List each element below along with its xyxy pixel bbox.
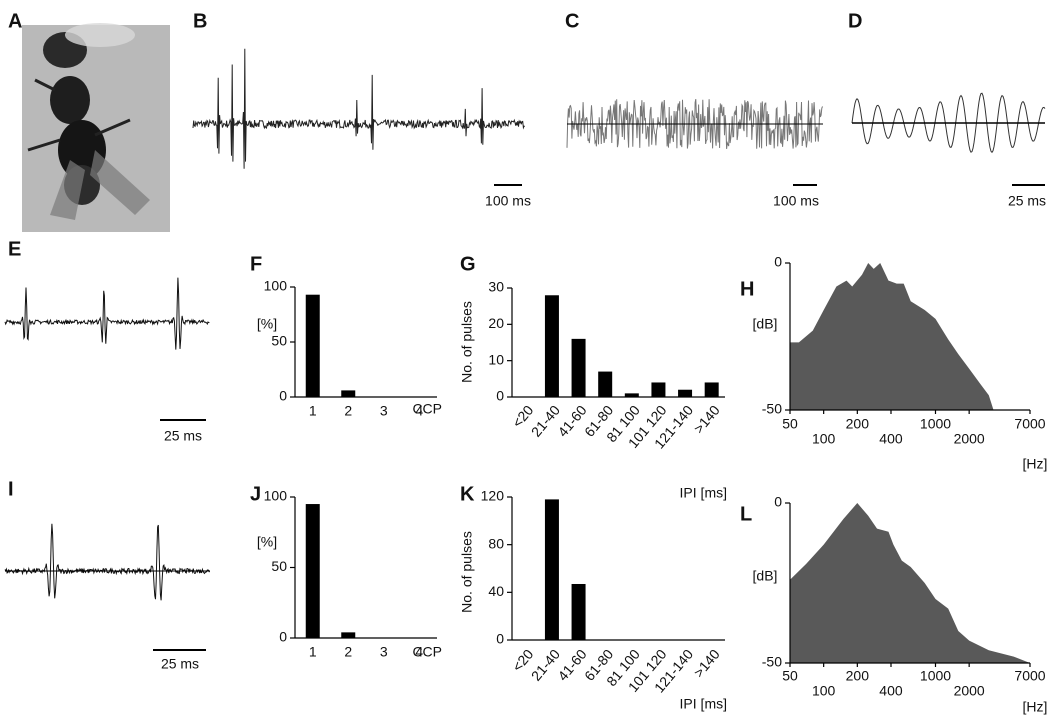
x-tick-label: 200	[846, 668, 870, 684]
photo	[22, 23, 170, 232]
panel-letter: B	[193, 10, 207, 32]
x-tick-label: 2	[344, 644, 352, 660]
y-tick-label: 80	[488, 535, 504, 551]
x-tick-label: 400	[879, 683, 903, 699]
x-tick-label: >140	[690, 402, 723, 437]
y-tick-label: 0	[774, 494, 782, 510]
x-tick-label: 41-60	[554, 402, 589, 440]
x-tick-label: 3	[380, 403, 388, 419]
x-tick-label: 400	[879, 431, 903, 447]
panel-letter: C	[565, 10, 579, 32]
bar	[624, 393, 639, 397]
bar	[598, 371, 613, 397]
x-tick-label: 50	[782, 416, 798, 432]
bar	[341, 390, 356, 397]
waveform	[4, 277, 210, 350]
bar	[341, 632, 356, 638]
y-axis-title: [dB]	[753, 316, 778, 332]
y-axis-title: No. of pulses	[459, 531, 475, 613]
bar	[305, 504, 320, 638]
x-tick-label: 200	[846, 416, 870, 432]
bar	[544, 499, 559, 640]
scale-bar-label: 25 ms	[164, 428, 202, 444]
panel-letter: G	[460, 253, 476, 275]
x-tick-label: 50	[782, 668, 798, 684]
x-tick-label: 21-40	[528, 646, 563, 684]
y-tick-label: 100	[264, 278, 288, 294]
x-tick-label: 4	[415, 644, 423, 660]
y-tick-label: 100	[264, 488, 288, 504]
panel-letter: L	[740, 503, 752, 525]
waveform	[851, 92, 1046, 154]
panel-letter: E	[8, 238, 21, 260]
x-tick-label: 2000	[954, 683, 985, 699]
bar	[571, 583, 586, 640]
waveform	[4, 523, 210, 601]
scale-bar-label: 100 ms	[773, 193, 819, 209]
y-tick-label: -50	[762, 401, 782, 417]
waveform	[566, 98, 823, 149]
bar	[678, 389, 693, 397]
y-axis-title: [%]	[257, 534, 277, 550]
y-tick-label: 50	[271, 333, 287, 349]
x-tick-label: 100	[812, 683, 836, 699]
x-tick-label: 1000	[920, 416, 951, 432]
y-tick-label: 50	[271, 558, 287, 574]
y-tick-label: 0	[279, 388, 287, 404]
x-axis-title: CCP	[412, 401, 442, 417]
x-axis-title: [Hz]	[1023, 699, 1048, 715]
y-tick-label: 10	[488, 351, 504, 367]
bar	[651, 382, 666, 397]
panel-letter: H	[740, 278, 754, 300]
x-tick-label: 2	[344, 403, 352, 419]
y-axis-title: [%]	[257, 316, 277, 332]
x-tick-label: 1	[309, 644, 317, 660]
x-tick-label: 21-40	[528, 402, 563, 440]
panel-letter: J	[250, 483, 261, 505]
panel-letter: F	[250, 253, 262, 275]
bar	[704, 382, 719, 397]
x-tick-label: 7000	[1014, 416, 1045, 432]
y-tick-label: 40	[488, 583, 504, 599]
y-axis-title: [dB]	[753, 568, 778, 584]
x-tick-label: 2000	[954, 431, 985, 447]
scale-bar-label: 25 ms	[1008, 193, 1046, 209]
scale-bar-label: 100 ms	[485, 193, 531, 209]
y-tick-label: 0	[279, 629, 287, 645]
panel-letter: A	[8, 10, 22, 32]
y-tick-label: -50	[762, 654, 782, 670]
x-tick-label: >140	[690, 646, 723, 681]
bar	[305, 294, 320, 397]
panel-letter: I	[8, 478, 14, 500]
x-axis-title: CCP	[412, 644, 442, 660]
y-tick-label: 120	[481, 488, 505, 504]
bar	[571, 338, 586, 397]
spectrum-area	[790, 503, 1030, 663]
x-tick-label: 1	[309, 403, 317, 419]
x-axis-title: IPI [ms]	[680, 696, 727, 712]
x-tick-label: 3	[380, 644, 388, 660]
x-tick-label: 41-60	[554, 646, 589, 684]
x-axis-title: IPI [ms]	[680, 485, 727, 501]
x-axis-title: [Hz]	[1023, 456, 1048, 472]
x-tick-label: 1000	[920, 668, 951, 684]
panel-letter: K	[460, 483, 475, 505]
waveform	[192, 48, 525, 169]
y-tick-label: 0	[496, 631, 504, 647]
y-axis-title: No. of pulses	[459, 301, 475, 383]
spectrum-area	[790, 263, 994, 410]
x-tick-label: 7000	[1014, 668, 1045, 684]
x-tick-label: 4	[415, 403, 423, 419]
panel-letter: D	[848, 10, 862, 32]
x-tick-label: 100	[812, 431, 836, 447]
y-tick-label: 0	[774, 254, 782, 270]
y-tick-label: 30	[488, 279, 504, 295]
scale-bar-label: 25 ms	[161, 656, 199, 672]
y-tick-label: 0	[496, 388, 504, 404]
y-tick-label: 20	[488, 315, 504, 331]
bar	[544, 295, 559, 397]
